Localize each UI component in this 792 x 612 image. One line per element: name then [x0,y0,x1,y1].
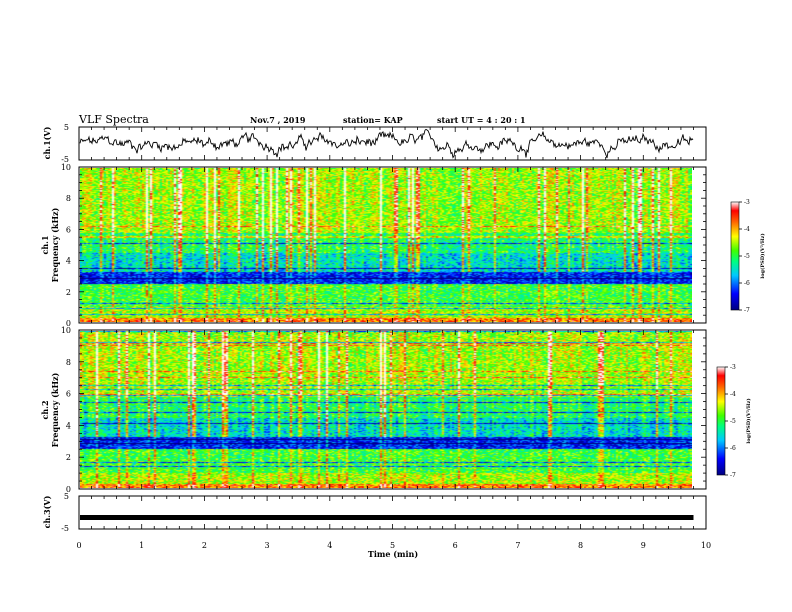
ch3-ytick-top: 5 [64,492,69,501]
time-tick-label: 5 [390,541,395,550]
ch2-colorbar-ticks: -3 -4 -5 -6 -7 [725,364,736,479]
ch3-waveform-ylabel: ch.3(V) [42,495,52,528]
start-time-label: start UT = 4 : 20 : 1 [437,115,526,125]
ch1-channel-label: ch.1 [40,235,50,254]
ch1-waveform-trace [79,128,694,159]
frequency-tick-label: 0 [66,485,71,494]
time-tick-label: 10 [701,541,711,550]
ch1-colorbar [730,201,740,311]
colorbar-tick-label: -7 [730,472,736,479]
ch2-channel-label: ch.2 [40,400,50,419]
ch1-ytick-bottom: -5 [61,155,69,164]
frequency-tick-label: 2 [66,288,71,297]
ch3-waveform-trace [80,515,694,520]
date-label: Nov.7 , 2019 [250,115,306,125]
time-tick-label: 4 [327,541,332,550]
time-tick-label: 8 [578,541,583,550]
colorbar-tick-label: -3 [730,364,736,371]
station-label: station= KAP [343,115,403,125]
time-tick-label: 3 [265,541,270,550]
ch1-ytick-top: 5 [64,123,69,132]
frequency-tick-label: 10 [61,163,71,172]
colorbar-tick-label: -3 [744,199,750,206]
ch1-spectrogram-ticks [78,166,707,324]
colorbar-tick-label: -4 [744,226,750,233]
frequency-tick-label: 0 [66,319,71,328]
time-axis-label: Time (min) [368,549,418,559]
frequency-tick-label: 6 [66,390,71,399]
colorbar-tick-label: -7 [744,307,750,314]
ch3-waveform-panel: 5 -5 ch.3(V) [42,492,707,533]
ch2-frequency-ylabel: Frequency (kHz) [50,372,60,447]
ch1-frequency-ylabel: Frequency (kHz) [50,207,60,282]
ch2-frequency-ticklabels: 0 2 4 6 8 10 [61,326,71,494]
colorbar-tick-label: -6 [730,445,736,452]
ch1-frequency-ticklabels: 0 2 4 6 8 10 [61,163,71,328]
colorbar-tick-label: -5 [744,253,750,260]
ch2-colorbar [716,366,726,476]
ch1-waveform-panel: 5 -5 ch.1(V) [42,123,707,164]
time-tick-label: 9 [641,541,646,550]
ch2-spectrogram-image [80,331,692,488]
frequency-tick-label: 10 [61,326,71,335]
ch2-spectrogram-ticks [78,329,707,490]
frequency-tick-label: 2 [66,453,71,462]
frequency-tick-label: 8 [66,358,71,367]
ch1-waveform-ticks [78,127,707,160]
frequency-tick-label: 4 [66,257,71,266]
time-tick-label: 7 [515,541,520,550]
time-tick-label: 1 [139,541,144,550]
ch1-colorbar-ticks: -3 -4 -5 -6 -7 [739,199,750,314]
ch3-ytick-bottom: -5 [61,524,69,533]
figure-title: VLF Spectra [78,113,149,126]
ch2-colorbar-label: log(PSD)(V²/Hz) [745,398,752,443]
colorbar-tick-label: -6 [744,280,750,287]
frequency-tick-label: 8 [66,194,71,203]
ch3-waveform-ticks [78,496,707,529]
ch1-waveform-ylabel: ch.1(V) [42,126,52,159]
time-tick-label: 2 [202,541,207,550]
frequency-tick-label: 4 [66,421,71,430]
colorbar-tick-label: -5 [730,418,736,425]
frequency-tick-label: 6 [66,225,71,234]
ch1-spectrogram-image [80,168,692,322]
time-tick-label: 0 [76,541,81,550]
time-tick-label: 6 [453,541,458,550]
ch1-colorbar-label: log(PSD)(V²/Hz) [759,233,766,278]
time-axis-ticklabels: 0 1 2 3 4 5 6 7 8 9 10 [76,541,711,550]
colorbar-tick-label: -4 [730,391,736,398]
